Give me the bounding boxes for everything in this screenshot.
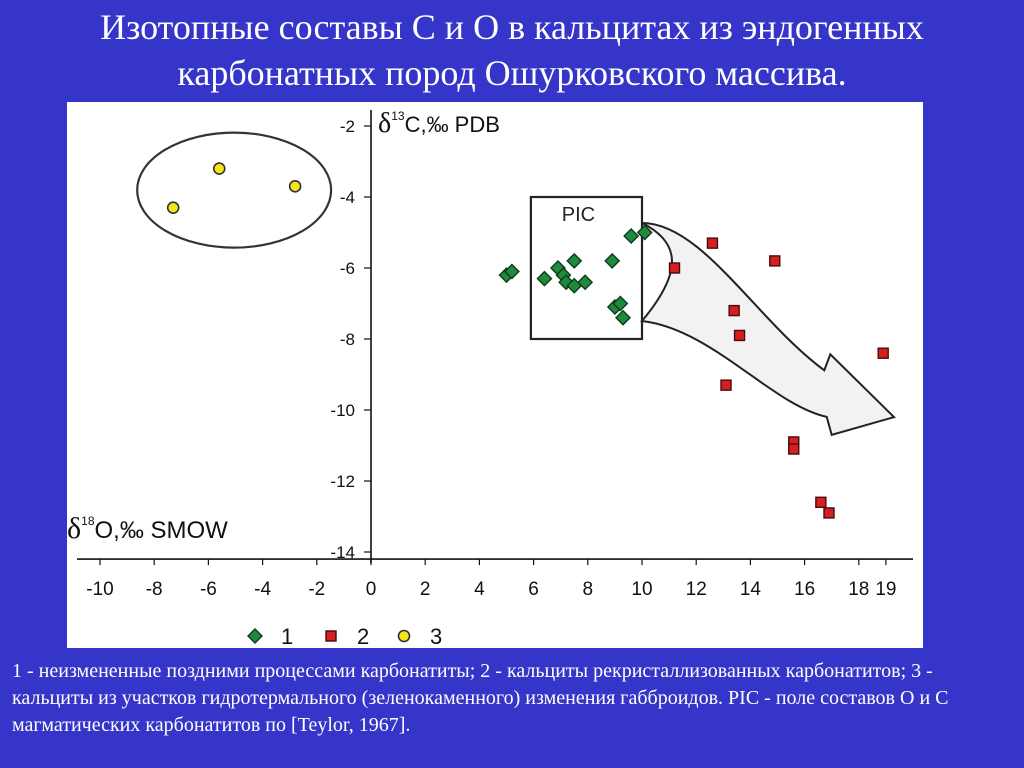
legend-marker-1 (247, 628, 263, 644)
x-tick-label: 4 (474, 579, 485, 600)
y-tick-label: -8 (340, 330, 355, 349)
series-2-point (728, 304, 740, 317)
legend-marker-3 (397, 629, 411, 643)
data-points (166, 162, 889, 519)
series-2-point (788, 443, 800, 455)
title-line-2: карбонатных пород Ошурковского массива. (177, 53, 847, 93)
y-tick-label: -12 (330, 472, 355, 491)
pic-label: PIC (562, 204, 595, 226)
y-tick-label: -14 (330, 543, 355, 562)
series-1-point (615, 309, 632, 326)
slide-title: Изотопные составы С и О в кальцитах из э… (0, 4, 1024, 96)
x-tick-label: 0 (366, 579, 377, 600)
series-2-point (877, 347, 889, 359)
series-2-point (706, 237, 719, 249)
series-3-point (166, 201, 180, 214)
legend: 1 2 3 (247, 624, 442, 648)
trend-arrow (640, 222, 896, 437)
y-tick-label: -2 (340, 117, 355, 136)
axes-layer (77, 110, 913, 566)
x-tick-label: -2 (308, 579, 325, 600)
x-tick-label: 18 (848, 579, 869, 600)
series-1-point (604, 252, 621, 269)
plot-panel: -10 -8 -6 -4 -2 0 2 4 6 8 10 12 14 16 18 19 -2 -4 -6 -8 -10-… (67, 102, 923, 648)
series-2-point (815, 496, 827, 508)
x-tick-label: 10 (631, 579, 652, 600)
y-tick-label: -10 (330, 401, 355, 420)
x-tick-label: 2 (420, 579, 431, 600)
series-2-point (720, 379, 732, 391)
series-2-point (668, 262, 681, 274)
legend-marker-2 (325, 630, 337, 642)
overlay-layer: PIC (136, 131, 896, 437)
series-1-point (503, 263, 520, 280)
x-tick-label: -6 (200, 579, 217, 600)
y-axis-title: δ13C,‰ PDB (378, 108, 500, 139)
group-3-ellipse (136, 131, 333, 249)
x-tick-label: 19 (875, 579, 896, 600)
x-tick-label: -10 (86, 579, 113, 600)
legend-label-3: 3 (430, 624, 442, 648)
series-3-point (288, 180, 302, 193)
x-tick-label: 8 (583, 579, 594, 600)
pic-field-box (529, 195, 644, 341)
y-tick-label: -4 (340, 188, 355, 207)
scatter-chart: -10 -8 -6 -4 -2 0 2 4 6 8 10 12 14 16 18 19-2-4-6-8-10-… (67, 108, 913, 648)
title-line-1: Изотопные составы С и О в кальцитах из э… (100, 7, 924, 47)
series-2-point (769, 255, 781, 267)
series-1-point (566, 252, 583, 269)
series-3-point (212, 162, 226, 175)
x-axis-title: δ18O,‰ SMOW (67, 512, 228, 545)
series-2-point (733, 329, 746, 342)
series-1-point (623, 228, 640, 245)
legend-label-1: 1 (281, 624, 293, 648)
series-2-point (823, 507, 835, 519)
x-tick-label: -4 (254, 579, 271, 600)
series-1-point (536, 270, 553, 287)
tick-labels: -10 -8 -6 -4 -2 0 2 4 6 8 10 12 14 16 18 19 -2 -4 -6 -8 -10 -… (86, 117, 896, 600)
x-tick-label: 12 (686, 579, 707, 600)
series-1-point (612, 295, 629, 312)
figure-caption: 1 - неизмененные поздними процессами кар… (12, 660, 949, 736)
series-1-point (577, 274, 594, 291)
x-tick-label: 14 (740, 579, 762, 600)
x-tick-label: 6 (528, 579, 539, 600)
y-tick-label: -6 (340, 259, 355, 278)
series-1-point (636, 224, 653, 241)
x-tick-label: 16 (794, 579, 815, 600)
x-tick-label: -8 (146, 579, 163, 600)
legend-label-2: 2 (357, 624, 369, 648)
